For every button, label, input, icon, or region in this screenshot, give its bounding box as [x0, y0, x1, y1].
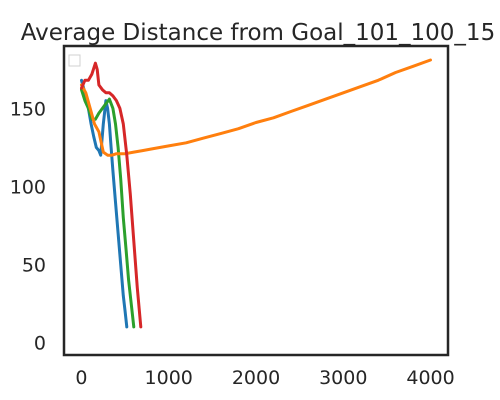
legend-box [68, 54, 81, 67]
x-tick-label: 4000 [406, 367, 454, 389]
series-line-3 [80, 58, 432, 157]
y-tick-label: 150 [10, 98, 46, 120]
x-tick-label: 2000 [232, 367, 280, 389]
legend [68, 54, 81, 67]
series-line-4 [80, 61, 143, 329]
tick-layer: 0 1000 2000 3000 4000 0 50 100 150 [10, 98, 455, 389]
x-tick-label: 3000 [319, 367, 367, 389]
series-line-2 [80, 88, 136, 329]
x-tick-label: 1000 [145, 367, 193, 389]
x-tick-label: 0 [75, 367, 87, 389]
series-layer [80, 58, 432, 329]
y-tick-label: 50 [22, 254, 46, 276]
chart-title: Average Distance from Goal_101_100_15 [21, 20, 495, 46]
y-tick-label: 100 [10, 176, 46, 198]
series-line-1 [80, 78, 129, 329]
plot-frame [62, 44, 450, 357]
y-tick-label: 0 [34, 333, 46, 355]
